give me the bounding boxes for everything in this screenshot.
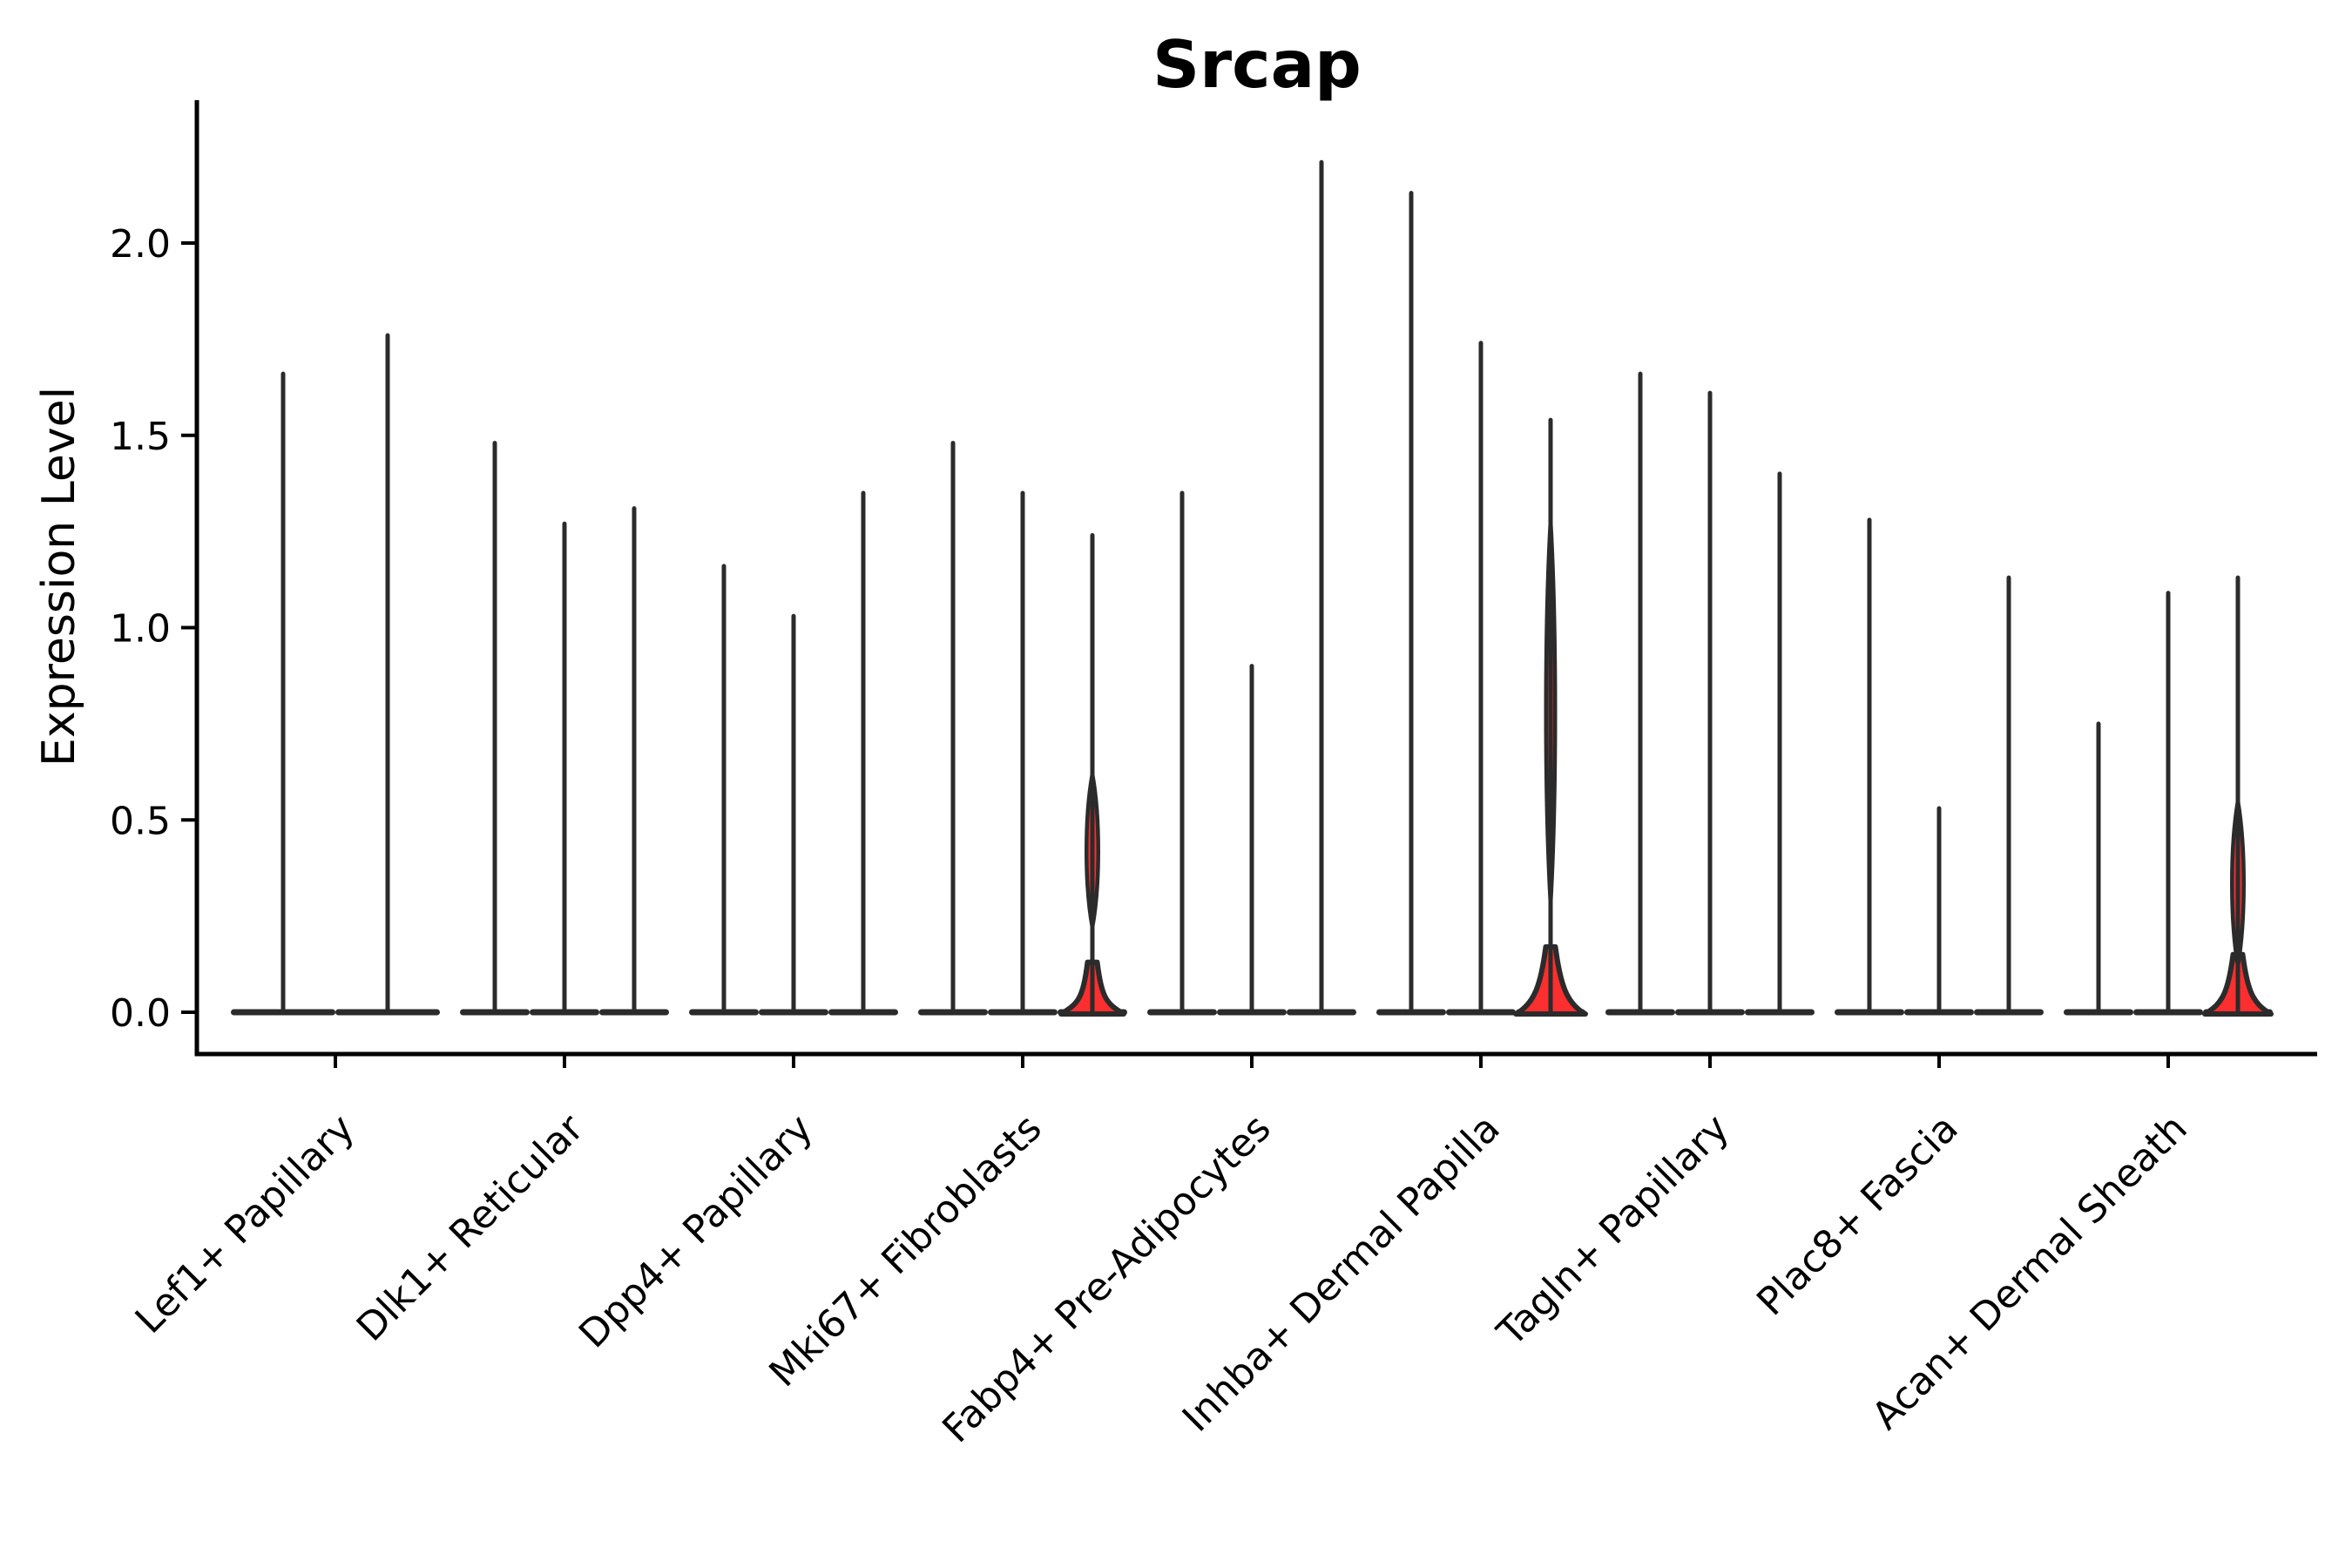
- y-tick-label: 0.5: [110, 799, 171, 843]
- violin-group: Mki67+ Fibroblasts: [760, 441, 1127, 1396]
- y-tick-label: 0.0: [110, 991, 171, 1036]
- x-tick-label: Dlk1+ Reticular: [348, 1105, 593, 1350]
- x-tick-label: Lef1+ Papillary: [127, 1106, 363, 1342]
- violin-group: Dpp4+ Papillary: [571, 490, 898, 1357]
- violin-group: Dlk1+ Reticular: [348, 441, 669, 1350]
- violin-group: Inhba+ Dermal Papilla: [1174, 191, 1588, 1441]
- chart-title: Srcap: [1152, 26, 1362, 103]
- violin-group: Fabp4+ Pre-Adipocytes: [934, 159, 1356, 1451]
- x-tick-label: Tagln+ Papillary: [1489, 1106, 1738, 1355]
- violin-group: Plac8+ Fascia: [1748, 517, 2044, 1325]
- violin-group: Lef1+ Papillary: [127, 333, 440, 1342]
- violin-group: Acan+ Dermal Sheath: [1863, 575, 2274, 1438]
- y-tick-label: 1.5: [110, 415, 171, 459]
- y-tick-label: 2.0: [110, 222, 171, 267]
- x-tick-label: Plac8+ Fascia: [1748, 1106, 1967, 1325]
- y-tick-label: 1.0: [110, 607, 171, 652]
- x-tick-label: Dpp4+ Papillary: [571, 1106, 821, 1357]
- violin-group: Tagln+ Papillary: [1489, 371, 1815, 1355]
- y-axis-label: Expression Level: [33, 387, 85, 767]
